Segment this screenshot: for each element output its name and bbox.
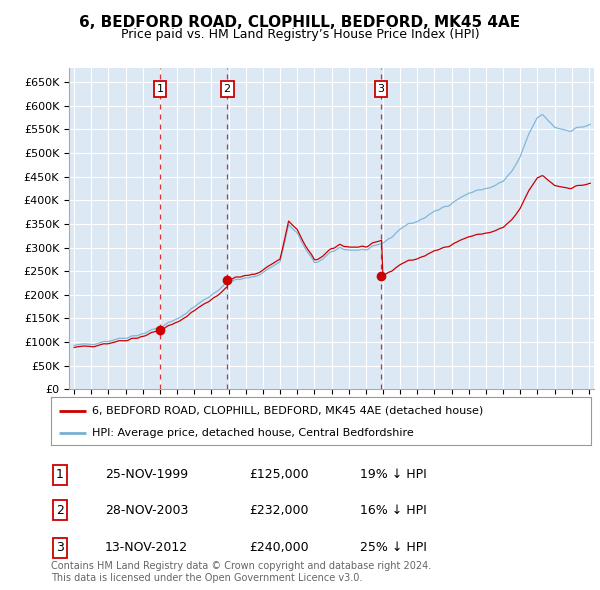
Text: 19% ↓ HPI: 19% ↓ HPI — [360, 468, 427, 481]
Text: 25% ↓ HPI: 25% ↓ HPI — [360, 541, 427, 554]
Text: £125,000: £125,000 — [249, 468, 308, 481]
Text: 28-NOV-2003: 28-NOV-2003 — [105, 504, 188, 517]
Text: 3: 3 — [56, 541, 64, 554]
Text: Price paid vs. HM Land Registry’s House Price Index (HPI): Price paid vs. HM Land Registry’s House … — [121, 28, 479, 41]
Text: 25-NOV-1999: 25-NOV-1999 — [105, 468, 188, 481]
Text: 1: 1 — [56, 468, 64, 481]
Text: 6, BEDFORD ROAD, CLOPHILL, BEDFORD, MK45 4AE (detached house): 6, BEDFORD ROAD, CLOPHILL, BEDFORD, MK45… — [91, 405, 483, 415]
Text: £240,000: £240,000 — [249, 541, 308, 554]
Text: £232,000: £232,000 — [249, 504, 308, 517]
Text: 16% ↓ HPI: 16% ↓ HPI — [360, 504, 427, 517]
Text: 1: 1 — [157, 84, 163, 94]
Text: HPI: Average price, detached house, Central Bedfordshire: HPI: Average price, detached house, Cent… — [91, 428, 413, 438]
Text: 6, BEDFORD ROAD, CLOPHILL, BEDFORD, MK45 4AE: 6, BEDFORD ROAD, CLOPHILL, BEDFORD, MK45… — [79, 15, 521, 30]
Text: 3: 3 — [377, 84, 385, 94]
Text: 13-NOV-2012: 13-NOV-2012 — [105, 541, 188, 554]
Text: 2: 2 — [224, 84, 231, 94]
Text: 2: 2 — [56, 504, 64, 517]
Text: Contains HM Land Registry data © Crown copyright and database right 2024.
This d: Contains HM Land Registry data © Crown c… — [51, 561, 431, 583]
